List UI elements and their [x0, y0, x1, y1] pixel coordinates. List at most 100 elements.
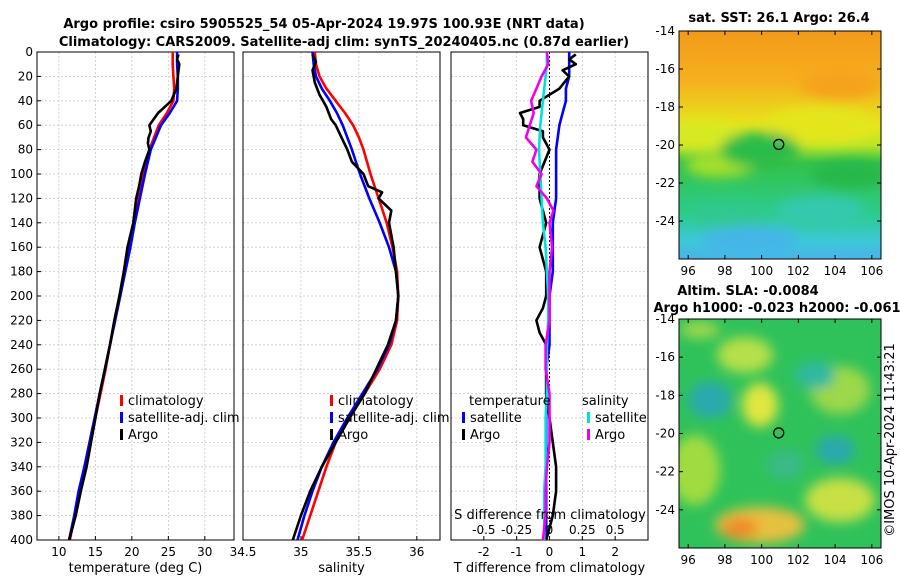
- legend-label: Argo: [128, 428, 158, 443]
- argo-location-marker: [773, 427, 785, 439]
- sst-map-image: [679, 31, 881, 259]
- legend-label: climatology: [128, 394, 204, 409]
- x-tick-label: 104: [824, 553, 847, 567]
- y-tick-label: -14: [655, 24, 675, 38]
- legend-label: Argo: [338, 428, 368, 443]
- legend-label: satellite-adj. clim: [338, 411, 450, 426]
- argo-location-marker: [773, 138, 785, 151]
- profile-panels: 0204060801001201401601802002202402602803…: [10, 45, 649, 576]
- legend-label: climatology: [338, 394, 414, 409]
- legend-label: Argo: [595, 428, 625, 443]
- x-tick-label: 102: [787, 264, 810, 278]
- legend-swatch: [120, 395, 123, 406]
- x-tick-label: -1: [511, 545, 523, 559]
- y-tick-label: -24: [655, 214, 675, 228]
- x-tick-label: 102: [787, 553, 810, 567]
- x-tick-label: 30: [197, 545, 212, 559]
- y-tick-label: 180: [10, 265, 33, 279]
- series-argo: [291, 53, 400, 541]
- x-axis-label: T difference from climatology: [453, 561, 646, 576]
- y-tick-label: 400: [10, 533, 33, 547]
- x-tick-label: 100: [750, 553, 773, 567]
- sst-map: 96 98 100 102 104 106 -14 -16 -18 -20 -22 -24: [655, 24, 883, 278]
- legend-heading-salinity: salinity: [582, 394, 629, 409]
- s-tick-label: 0: [546, 523, 554, 537]
- figure-title-line2: Climatology: CARS2009. Satellite-adj cli…: [59, 35, 629, 50]
- s-tick-label: 0.25: [569, 523, 596, 537]
- x-tick-label: 20: [124, 545, 139, 559]
- legend-label: Argo: [470, 428, 500, 443]
- y-tick-label: -18: [655, 388, 675, 402]
- x-tick-label: 106: [860, 264, 883, 278]
- s-tick-label: -0.25: [501, 523, 532, 537]
- sla-map: 96 98 100 102 104 106 -14 -16 -18 -20 -22 -24: [655, 312, 883, 567]
- x-tick-label: 10: [51, 545, 66, 559]
- x-tick-label: 1: [579, 545, 587, 559]
- imos-credit: ©IMOS 10-Apr-2024 11:43:21: [883, 343, 898, 537]
- x-tick-label: 35.5: [346, 545, 373, 559]
- x-tick-label: -2: [478, 545, 490, 559]
- sst-map-title: sat. SST: 26.1 Argo: 26.4: [688, 11, 869, 26]
- series-s-argo: [524, 51, 555, 541]
- x-tick-label: 0: [546, 545, 554, 559]
- legend-label: satellite: [595, 411, 647, 426]
- y-tick-label: 280: [10, 387, 33, 401]
- sla-map-title-line2: Argo h1000: -0.023 h2000: -0.061: [653, 301, 900, 316]
- x-tick-label: 106: [860, 553, 883, 567]
- legend-swatch: [120, 412, 123, 423]
- legend-swatch: [120, 429, 123, 440]
- x-tick-label: 96: [681, 553, 696, 567]
- y-tick-label: -16: [655, 62, 675, 76]
- y-tick-label: 0: [25, 45, 33, 59]
- series-satellite-adj-clim: [67, 52, 180, 541]
- legend-label: satellite: [470, 411, 522, 426]
- x-tick-label: 96: [681, 264, 696, 278]
- y-tick-label: -20: [655, 427, 675, 441]
- x-axis-label: salinity: [318, 561, 365, 576]
- x-tick-label: 98: [717, 553, 732, 567]
- y-tick-label: -14: [655, 312, 675, 326]
- x-tick-label: 100: [750, 264, 773, 278]
- figure-title-line1: Argo profile: csiro 5905525_54 05-Apr-20…: [63, 17, 584, 32]
- x-tick-label: 98: [717, 264, 732, 278]
- y-tick-label: 200: [10, 289, 33, 303]
- legend-swatch: [330, 395, 333, 406]
- x-tick-label: 36: [409, 545, 424, 559]
- y-tick-label: -22: [655, 465, 675, 479]
- y-tick-label: 320: [10, 435, 33, 449]
- y-tick-label: 100: [10, 167, 33, 181]
- s-tick-label: -0.5: [472, 523, 495, 537]
- sla-map-title-line1: Altim. SLA: -0.0084: [677, 284, 818, 299]
- y-tick-label: -18: [655, 100, 675, 114]
- y-tick-label: 20: [18, 69, 33, 83]
- profile-panel-3: -2 -1 0 1 2 T difference from climatology S di…: [450, 51, 649, 576]
- sla-map-axes: 96 98 100 102 104 106 -14 -16 -18 -20 -22 -24: [655, 312, 883, 567]
- x-tick-label: 25: [161, 545, 176, 559]
- s-tick-label: 0.5: [606, 523, 625, 537]
- y-tick-label: 240: [10, 338, 33, 352]
- y-tick-label: 340: [10, 460, 33, 474]
- sla-map-image: [679, 319, 881, 548]
- legend-swatch: [330, 412, 333, 423]
- s-axis-label: S difference from climatology: [454, 508, 646, 523]
- profile-panel-1: 0 20 40 60 80 100 120 140 160 180 200 220 240 260 280 3…: [10, 45, 240, 576]
- y-tick-label: 380: [10, 509, 33, 523]
- legend-label: satellite-adj. clim: [128, 411, 240, 426]
- legend-swatch: [462, 429, 465, 440]
- legend-swatch: [587, 412, 590, 423]
- profile-panel-2: 34.5 35 35.5 36 salinity climatology satellite…: [230, 51, 450, 576]
- y-tick-label: 60: [18, 118, 33, 132]
- series-s-satellite: [537, 52, 550, 540]
- sst-map-axes: 96 98 100 102 104 106 -14 -16 -18 -20 -22 -24: [655, 24, 883, 278]
- x-tick-label: 35: [293, 545, 308, 559]
- y-tick-label: 120: [10, 191, 33, 205]
- x-tick-label: 104: [824, 264, 847, 278]
- panel-frame: [242, 51, 441, 541]
- y-tick-label: -20: [655, 138, 675, 152]
- legend-swatch: [462, 412, 465, 423]
- y-tick-label: 160: [10, 240, 33, 254]
- y-tick-label: -24: [655, 503, 675, 517]
- y-tick-label: 220: [10, 313, 33, 327]
- y-tick-label: 300: [10, 411, 33, 425]
